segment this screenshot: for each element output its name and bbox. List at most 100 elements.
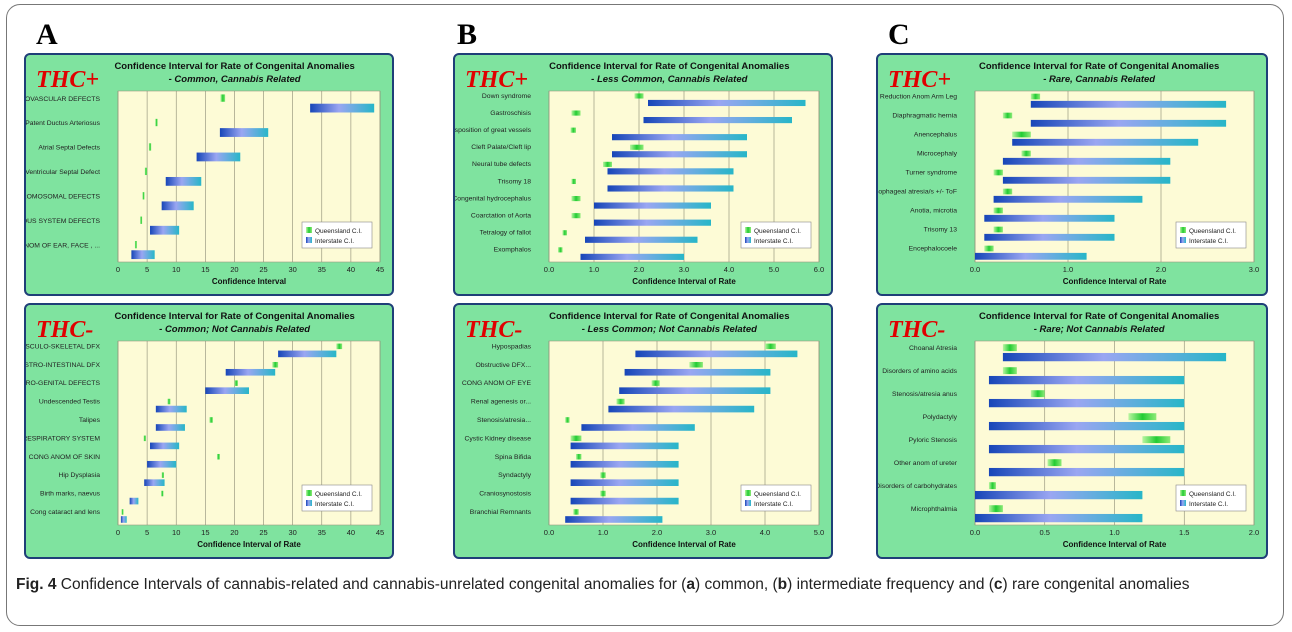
category-label: Renal agenesis or...: [471, 399, 531, 406]
x-tick-label: 0: [116, 528, 120, 537]
queensland-bar: [765, 343, 776, 350]
caption-part-1: Confidence Intervals of cannabis-related…: [60, 576, 687, 593]
x-tick-label: 20: [230, 265, 238, 274]
category-label: Microphthalmia: [911, 506, 957, 513]
legend-box: [1175, 221, 1247, 249]
chart-panel-a-bottom: THC- Confidence Interval for Rate of Cong…: [24, 303, 394, 559]
figure-caption: Fig. 4 Confidence Intervals of cannabis-…: [16, 574, 1278, 596]
interstate-bar: [607, 168, 734, 175]
legend-label: Queensland C.I.: [754, 491, 801, 498]
interstate-bar: [1012, 138, 1199, 146]
category-label: Neural tube defects: [472, 161, 532, 168]
x-axis-label: Confidence Interval of Rate: [1063, 277, 1167, 286]
legend-swatch-queensland: [1180, 490, 1186, 496]
queensland-bar: [1030, 93, 1041, 100]
category-label: Reduction Anom Arm Leg: [880, 94, 957, 101]
interstate-bar: [150, 225, 180, 235]
category-label: Spina Bifida: [495, 454, 531, 461]
queensland-bar: [1002, 112, 1013, 119]
interstate-bar: [612, 134, 747, 141]
category-label: Trisomy 18: [498, 178, 532, 185]
x-tick-label: 15: [201, 528, 209, 537]
category-label: CONG ANOM OF SKIN: [29, 454, 100, 461]
x-tick-label: 30: [288, 265, 296, 274]
queensland-bar: [121, 509, 124, 515]
chart-svg: THC+ Confidence Interval for Rate of Cong…: [878, 61, 1259, 286]
chart-svg: THC- Confidence Interval for Rate of Cong…: [26, 311, 384, 549]
category-label: Gastroschisis: [490, 110, 531, 117]
queensland-bar: [161, 490, 164, 497]
chart-subtitle: - Rare; Not Cannabis Related: [1034, 324, 1165, 335]
category-label: Tetralogy of fallot: [480, 230, 531, 237]
interstate-bar: [120, 516, 127, 523]
thc-label: THC+: [465, 67, 528, 93]
interstate-bar: [988, 421, 1185, 431]
thc-label: THC-: [465, 317, 522, 343]
queensland-bar: [1021, 150, 1031, 157]
x-tick-label: 20: [230, 528, 238, 537]
legend-label: Queensland C.I.: [1189, 228, 1236, 235]
x-tick-label: 1.5: [1179, 528, 1189, 537]
category-label: Hip Dysplasia: [58, 472, 100, 479]
x-tick-label: 6.0: [814, 265, 824, 274]
category-label: Encephalocoele: [909, 246, 958, 253]
legend-swatch-interstate: [745, 237, 751, 243]
interstate-bar: [585, 236, 698, 243]
queensland-bar: [161, 472, 164, 478]
x-tick-label: 0.0: [970, 528, 980, 537]
interstate-bar: [635, 350, 798, 358]
interstate-bar: [155, 424, 185, 431]
interstate-bar: [570, 460, 679, 468]
legend-box: [301, 484, 373, 512]
interstate-bar: [1030, 119, 1227, 127]
queensland-bar: [634, 93, 644, 99]
x-tick-label: 0.0: [544, 528, 554, 537]
category-label: MUSCULO-SKELETAL DFX: [26, 343, 100, 350]
x-tick-label: 3.0: [1249, 265, 1259, 274]
legend-swatch-queensland: [306, 490, 312, 496]
category-label: CONG ANOM OF EAR, FACE , ...: [26, 242, 100, 249]
interstate-bar: [205, 387, 249, 394]
chart-panel-c-top: THC+ Confidence Interval for Rate of Cong…: [876, 53, 1268, 296]
interstate-bar: [612, 151, 747, 158]
x-tick-label: 4.0: [724, 265, 734, 274]
interstate-bar: [580, 253, 684, 260]
x-tick-label: 4.0: [760, 528, 770, 537]
category-label: Undescended Testis: [39, 399, 101, 406]
interstate-bar: [1002, 176, 1171, 184]
x-tick-label: 0: [116, 265, 120, 274]
caption-part-5: ) intermediate frequency and (: [787, 576, 994, 593]
queensland-bar: [1012, 131, 1031, 138]
x-tick-label: 0.0: [544, 265, 554, 274]
queensland-bar: [630, 144, 644, 150]
caption-part-2: a: [686, 576, 695, 593]
queensland-bar: [571, 110, 581, 116]
category-label: Transposition of great vessels: [455, 127, 532, 134]
panel-letter-c: C: [888, 18, 910, 51]
queensland-bar: [148, 143, 152, 151]
category-label: Microcephaly: [917, 151, 958, 158]
legend-swatch-interstate: [1180, 500, 1186, 506]
x-tick-label: 10: [172, 265, 180, 274]
interstate-bar: [155, 405, 187, 413]
chart-panel-a-top: THC+ Confidence Interval for Rate of Cong…: [24, 53, 394, 296]
x-tick-label: 2.0: [634, 265, 644, 274]
queensland-bar: [651, 380, 660, 386]
caption-part-3: ) common, (: [694, 576, 778, 593]
legend-box: [740, 484, 812, 512]
x-tick-label: 3.0: [706, 528, 716, 537]
category-label: Stenosis/atresia anus: [892, 391, 958, 398]
interstate-bar: [150, 442, 180, 450]
category-label: URO-GENITAL DEFECTS: [26, 380, 100, 387]
interstate-bar: [607, 185, 734, 192]
legend-label: Queensland C.I.: [1189, 491, 1236, 498]
chart-title: Confidence Interval for Rate of Congenit…: [549, 311, 789, 322]
x-tick-label: 5: [145, 265, 149, 274]
category-label: Talipes: [79, 417, 101, 424]
category-label: Diaphragmatic hernia: [892, 113, 957, 120]
chart-svg: THC+ Confidence Interval for Rate of Cong…: [455, 61, 824, 286]
x-tick-label: 0.0: [970, 265, 980, 274]
queensland-bar: [134, 240, 137, 249]
chart-panel-b-bottom: THC- Confidence Interval for Rate of Cong…: [453, 303, 833, 559]
queensland-bar: [570, 435, 582, 442]
